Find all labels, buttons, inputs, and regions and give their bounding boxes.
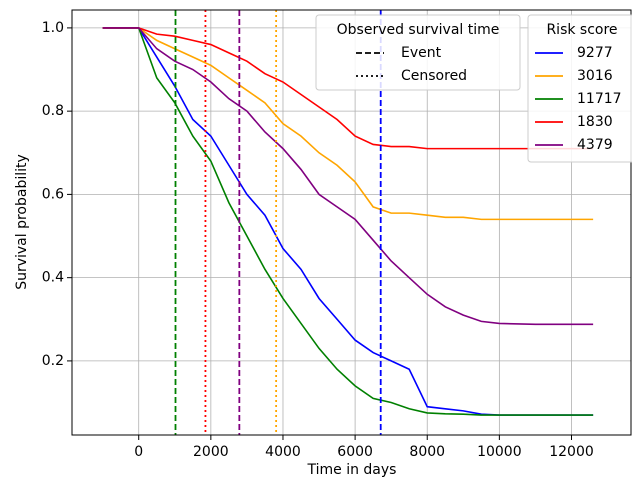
x-tick-label: 12000 — [549, 444, 594, 460]
risk-legend: Risk score 9277 3016 11717 1830 4379 — [527, 14, 632, 163]
survival-curve — [102, 27, 594, 221]
legend-label: 11717 — [577, 91, 622, 107]
legend-label: 4379 — [577, 137, 613, 153]
survival-curve — [102, 27, 594, 326]
legend-title: Observed survival time — [337, 22, 500, 38]
y-tick-label: 0.4 — [42, 270, 64, 286]
legend-box — [315, 14, 521, 91]
legend-label: 3016 — [577, 68, 613, 84]
legend-label: 1830 — [577, 114, 613, 130]
observed-legend: Observed survival time Event Censored — [315, 14, 521, 91]
plot-frame — [71, 9, 632, 436]
legend-title: Risk score — [546, 22, 617, 38]
y-tick-label: 1.0 — [42, 20, 64, 36]
x-tick-label: 10000 — [477, 444, 522, 460]
y-tick-label: 0.6 — [42, 186, 64, 202]
legend-label: 9277 — [577, 45, 613, 61]
y-tick-label: 0.8 — [42, 103, 64, 119]
x-tick-label: 4000 — [265, 444, 301, 460]
x-tick-label: 0 — [134, 444, 143, 460]
legend-box — [527, 14, 632, 163]
y-tick-label: 0.2 — [42, 353, 64, 369]
x-tick-label: 6000 — [337, 444, 373, 460]
legend-label: Event — [401, 45, 442, 61]
survival-curve — [102, 27, 594, 416]
survival-curve — [102, 27, 594, 150]
survival-curve — [102, 27, 594, 416]
x-axis-label: Time in days — [307, 462, 397, 478]
y-axis-label: Survival probability — [14, 154, 30, 290]
x-tick-label: 2000 — [193, 444, 229, 460]
x-tick-label: 8000 — [409, 444, 445, 460]
legend-label: Censored — [401, 68, 467, 84]
